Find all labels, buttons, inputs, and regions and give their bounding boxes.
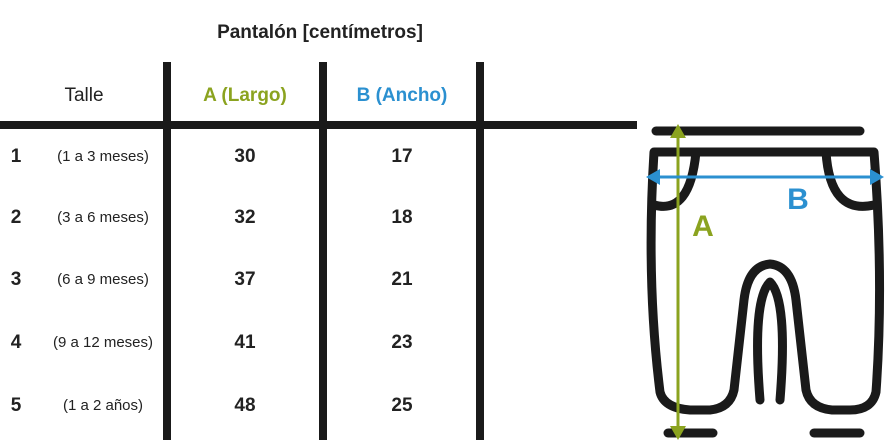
label-b: B [787, 183, 809, 216]
width-value: 18 [391, 207, 412, 228]
size-range: (1 a 3 meses) [57, 148, 149, 165]
label-a: A [692, 210, 714, 243]
title: Pantalón [centímetros] [217, 22, 423, 43]
table-grid [0, 62, 637, 440]
size-range: (9 a 12 meses) [53, 334, 153, 351]
size-number: 2 [11, 207, 22, 228]
size-number: 5 [11, 395, 22, 416]
column-header: A (Largo) [203, 85, 287, 106]
size-range: (3 a 6 meses) [57, 209, 149, 226]
length-value: 30 [234, 146, 255, 167]
length-value: 48 [234, 395, 255, 416]
width-value: 23 [391, 332, 412, 353]
size-range: (1 a 2 años) [63, 397, 143, 414]
table-body: 1 (1 a 3 meses) 30 17 2 (3 a 6 meses) 32 18 3 (6 … [11, 146, 413, 416]
size-number: 4 [11, 332, 22, 353]
width-value: 25 [391, 395, 413, 416]
size-number: 3 [11, 269, 22, 290]
width-arrow [646, 169, 884, 185]
column-header: Talle [64, 85, 103, 106]
size-number: 1 [11, 146, 22, 167]
length-value: 41 [234, 332, 256, 353]
size-range: (6 a 9 meses) [57, 271, 149, 288]
length-arrow [670, 124, 686, 440]
column-header: B (Ancho) [357, 85, 448, 106]
length-value: 37 [234, 269, 255, 290]
width-value: 21 [391, 269, 413, 290]
length-value: 32 [234, 207, 255, 228]
width-value: 17 [391, 146, 412, 167]
